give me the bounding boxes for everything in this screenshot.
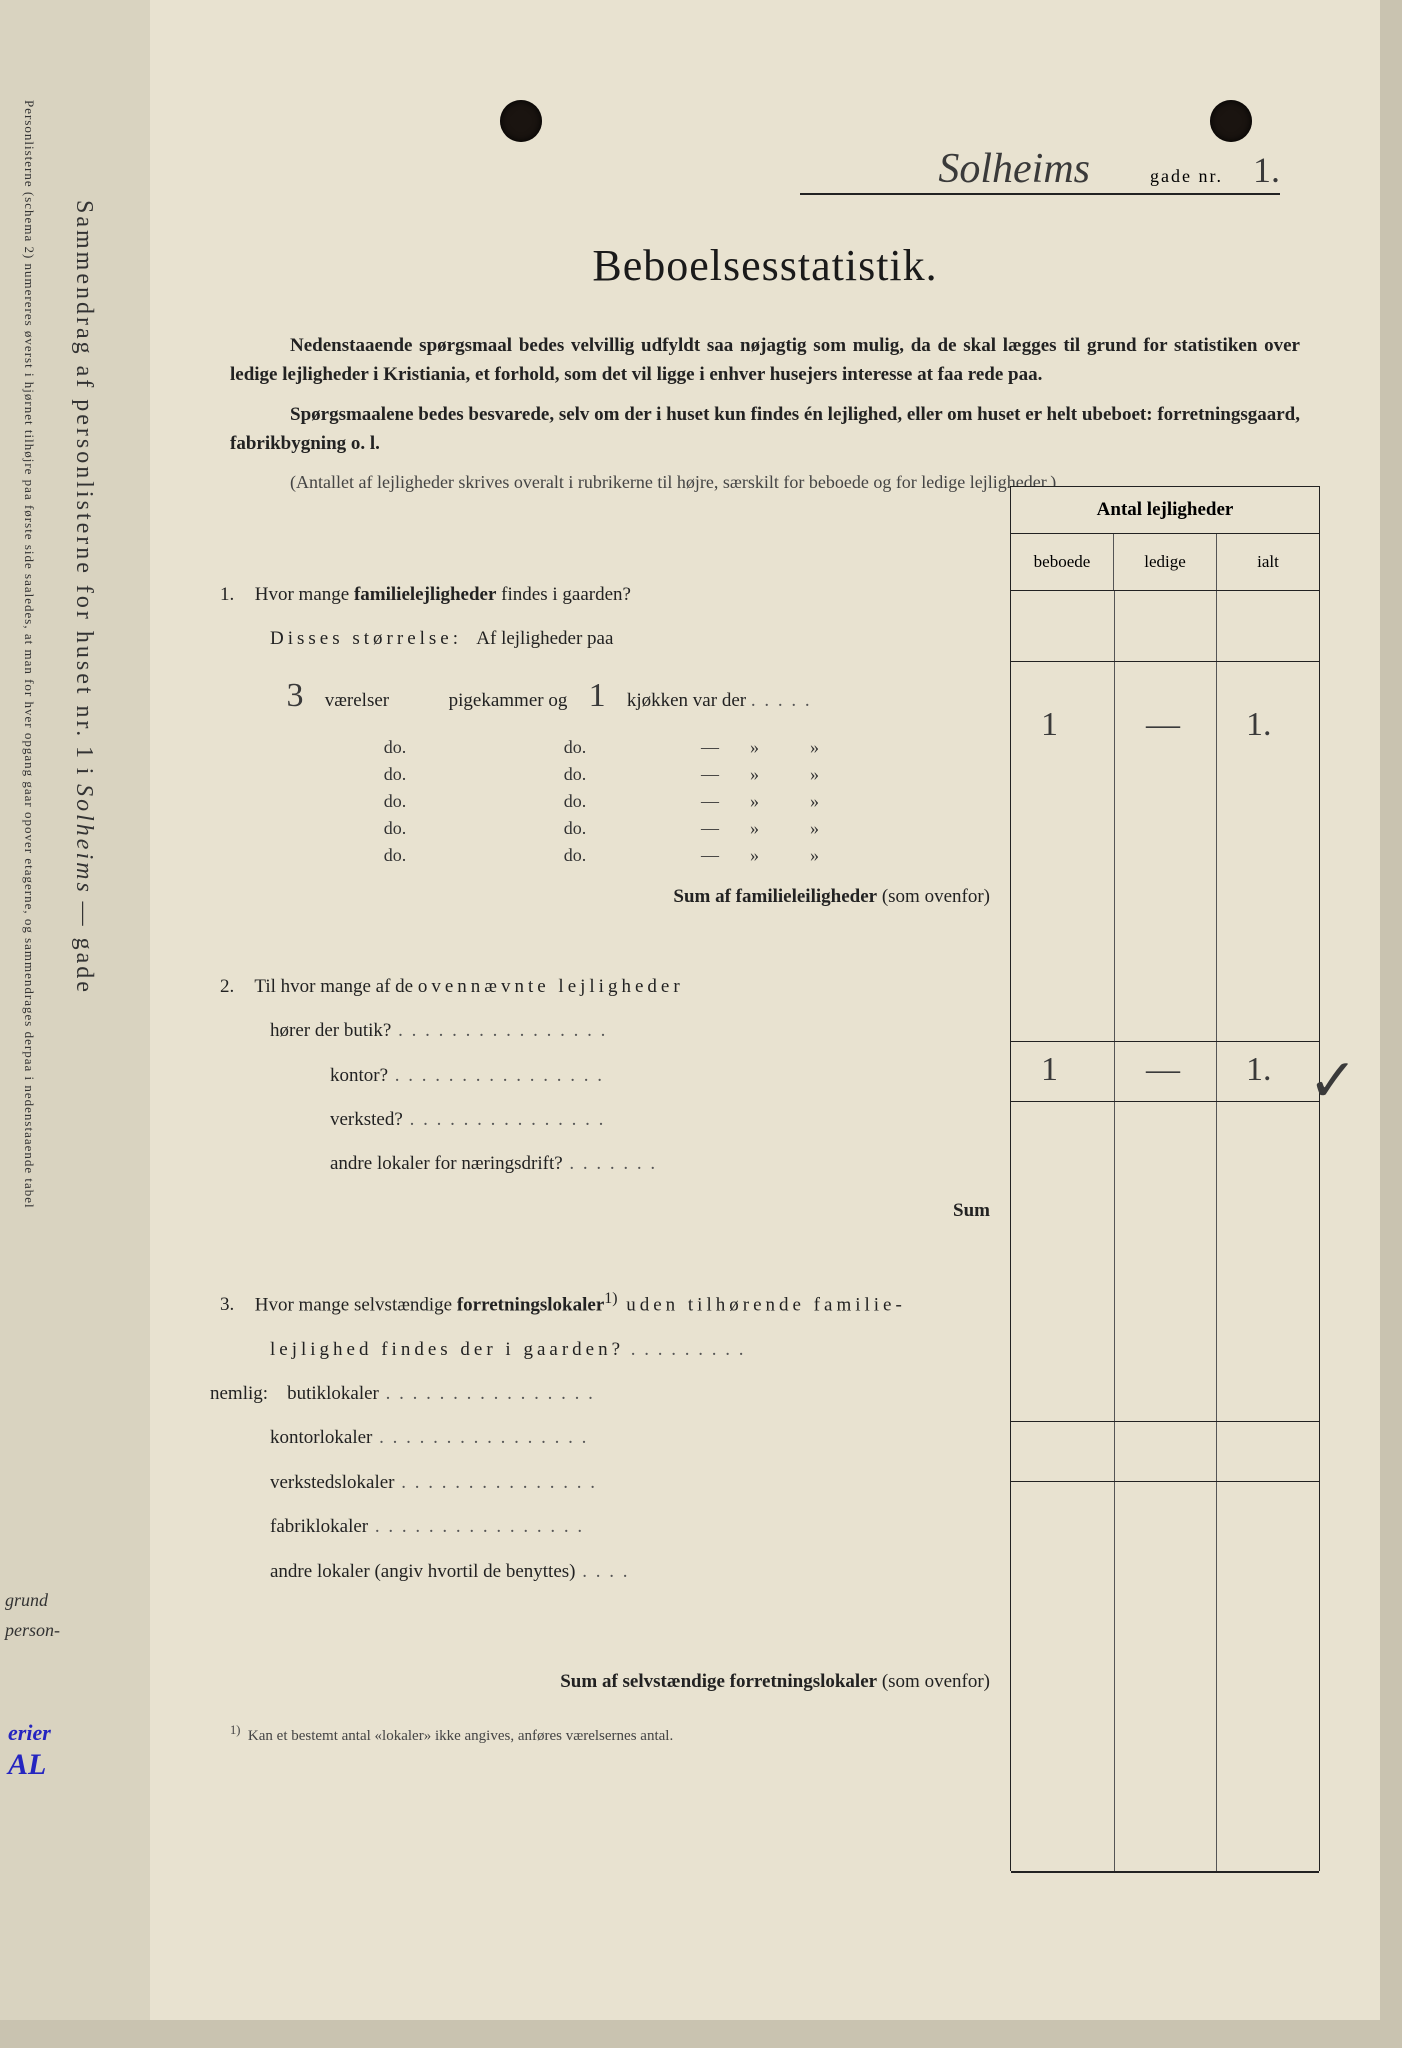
q2-kontor: kontor? . . . . . . . . . . . . . . . . [330, 1061, 990, 1091]
table-column-headers: beboede ledige ialt [1010, 534, 1320, 591]
cell-r1-beboede: 1 [1041, 706, 1058, 744]
q1-do-row-5: do.do.—»» [310, 845, 990, 866]
intro-paragraph-2: Spørgsmaalene bedes besvarede, selv om d… [230, 400, 1300, 459]
q3-verksted: verkstedslokaler . . . . . . . . . . . .… [270, 1468, 990, 1498]
binding-hw-nr: 1 [71, 746, 97, 761]
binding-vertical-text: Personlisterne (schema 2) numereres øver… [20, 100, 37, 1700]
question-2: 2. Til hvor mange af de ovennævnte lejli… [220, 972, 990, 1002]
book-spine: Personlisterne (schema 2) numereres øver… [0, 0, 150, 2020]
hw-kjokken: 1 [572, 669, 622, 723]
binding-main-text: Sammendrag af personlisterne for huset n… [70, 200, 97, 1800]
cell-r1-ialt: 1. [1246, 706, 1272, 744]
q3-sum: Sum af selvstændige forretningslokaler (… [210, 1671, 990, 1693]
street-number-handwritten: 1. [1253, 149, 1280, 191]
binding-title-c: — gade [71, 902, 97, 995]
street-name-handwritten: Solheims [938, 145, 1090, 193]
punch-hole-right [1210, 100, 1252, 142]
binding-title-b: i [71, 768, 97, 778]
binding-title-a: Sammendrag af personlisterne for huset n… [71, 200, 97, 739]
q2-sum: Sum [210, 1200, 990, 1222]
header-address-line: Solheims gade nr. 1. [800, 145, 1280, 195]
table-header: Antal lejligheder [1010, 486, 1320, 534]
q2-butik: hører der butik? . . . . . . . . . . . .… [270, 1016, 990, 1046]
cell-sum1-ialt: 1. [1246, 1051, 1272, 1089]
binding-street: Solheims [71, 784, 97, 895]
col-ledige: ledige [1114, 534, 1217, 590]
q3-fabrik: fabriklokaler . . . . . . . . . . . . . … [270, 1512, 990, 1542]
punch-hole-left [500, 100, 542, 142]
q2-verksted: verksted? . . . . . . . . . . . . . . . [330, 1105, 990, 1135]
cell-sum1-ledige: — [1146, 1051, 1180, 1089]
left-mark-grund: grund [5, 1590, 48, 1611]
document-page: Solheims gade nr. 1. Beboelsesstatistik.… [150, 0, 1380, 2020]
blue-stamp-erier: erier [8, 1720, 51, 1746]
cell-r1-ledige: — [1146, 706, 1180, 744]
question-1: 1. Hvor mange familielejligheder findes … [220, 580, 990, 610]
q1-do-row-4: do.do.—»» [310, 818, 990, 839]
q1-do-row-2: do.do.—»» [310, 764, 990, 785]
question-3: 3. Hvor mange selvstændige forretningslo… [220, 1286, 990, 1321]
cell-sum1-beboede: 1 [1041, 1051, 1058, 1089]
hw-vaerelser: 3 [270, 669, 320, 723]
q3-kontor: kontorlokaler . . . . . . . . . . . . . … [270, 1423, 990, 1453]
q3-line2: lejlighed findes der i gaarden? . . . . … [270, 1335, 990, 1365]
main-content: Antal lejligheder beboede ledige ialt 1 … [210, 516, 1320, 1745]
binding-small-text: Personlisterne (schema 2) numereres øver… [22, 100, 37, 1209]
count-table: Antal lejligheder beboede ledige ialt 1 … [1010, 486, 1320, 1871]
gade-nr-label: gade nr. [1150, 166, 1223, 187]
checkmark: ✓ [1308, 1046, 1358, 1116]
intro-paragraph-1: Nedenstaaende spørgsmaal bedes velvillig… [230, 331, 1300, 390]
q1-sum: Sum af familieleiligheder (som ovenfor) [210, 886, 990, 908]
q1-subsize: Disses størrelse: Af lejligheder paa [270, 624, 990, 654]
page-title: Beboelsesstatistik. [210, 240, 1320, 291]
col-ialt: ialt [1217, 534, 1319, 590]
table-body: 1 — 1. 1 — 1. [1010, 591, 1320, 1871]
q2-andre: andre lokaler for næringsdrift? . . . . … [330, 1149, 990, 1179]
q1-do-row-1: do.do.—»» [310, 737, 990, 758]
left-mark-person: person- [5, 1620, 60, 1641]
q1-do-row-3: do.do.—»» [310, 791, 990, 812]
q3-andre: andre lokaler (angiv hvortil de benyttes… [270, 1557, 990, 1587]
col-beboede: beboede [1011, 534, 1114, 590]
q1-size-line: 3 værelser pigekammer og 1 kjøkken var d… [270, 669, 990, 723]
blue-stamp-al: AL [8, 1748, 46, 1782]
q3-nemlig: nemlig: butiklokaler . . . . . . . . . .… [210, 1379, 990, 1409]
